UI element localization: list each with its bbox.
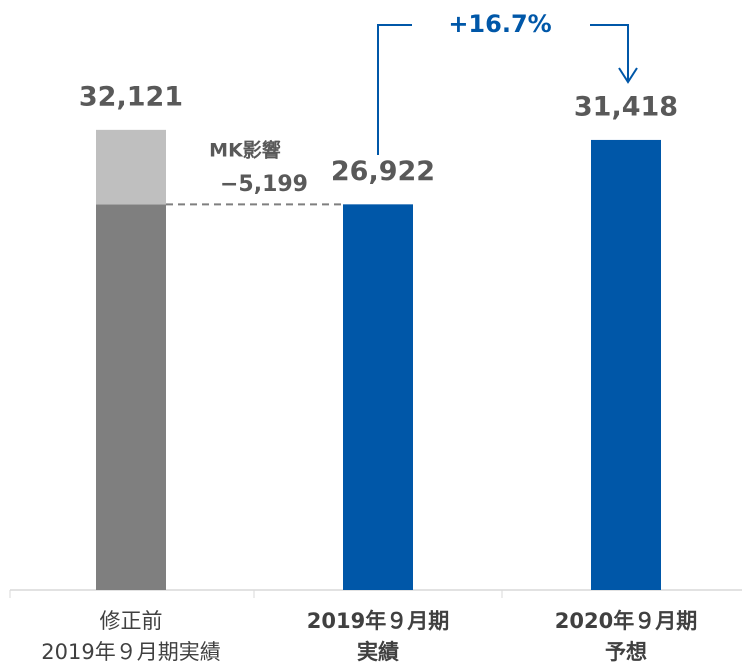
x-tick-label: 2019年９月期実績 [41,640,220,664]
arrow-head [618,67,638,84]
growth-label: +16.7% [448,10,551,38]
bar-segment [343,204,413,590]
bar-segment [96,129,166,205]
x-tick-label: 実績 [357,640,399,664]
x-tick-label: 予想 [605,640,647,664]
impact-value: −5,199 [220,172,308,197]
value-label: 26,922 [331,156,435,187]
bar-segment [96,204,166,590]
x-tick-label: 2019年９月期 [307,609,449,633]
value-label: 32,121 [79,81,183,112]
x-tick-label: 2020年９月期 [555,609,697,633]
x-tick-label: 修正前 [100,609,163,633]
impact-title: MK影響 [209,139,281,162]
growth-arrow [377,24,629,155]
value-label: 31,418 [574,91,678,122]
bar-segment [591,139,661,591]
